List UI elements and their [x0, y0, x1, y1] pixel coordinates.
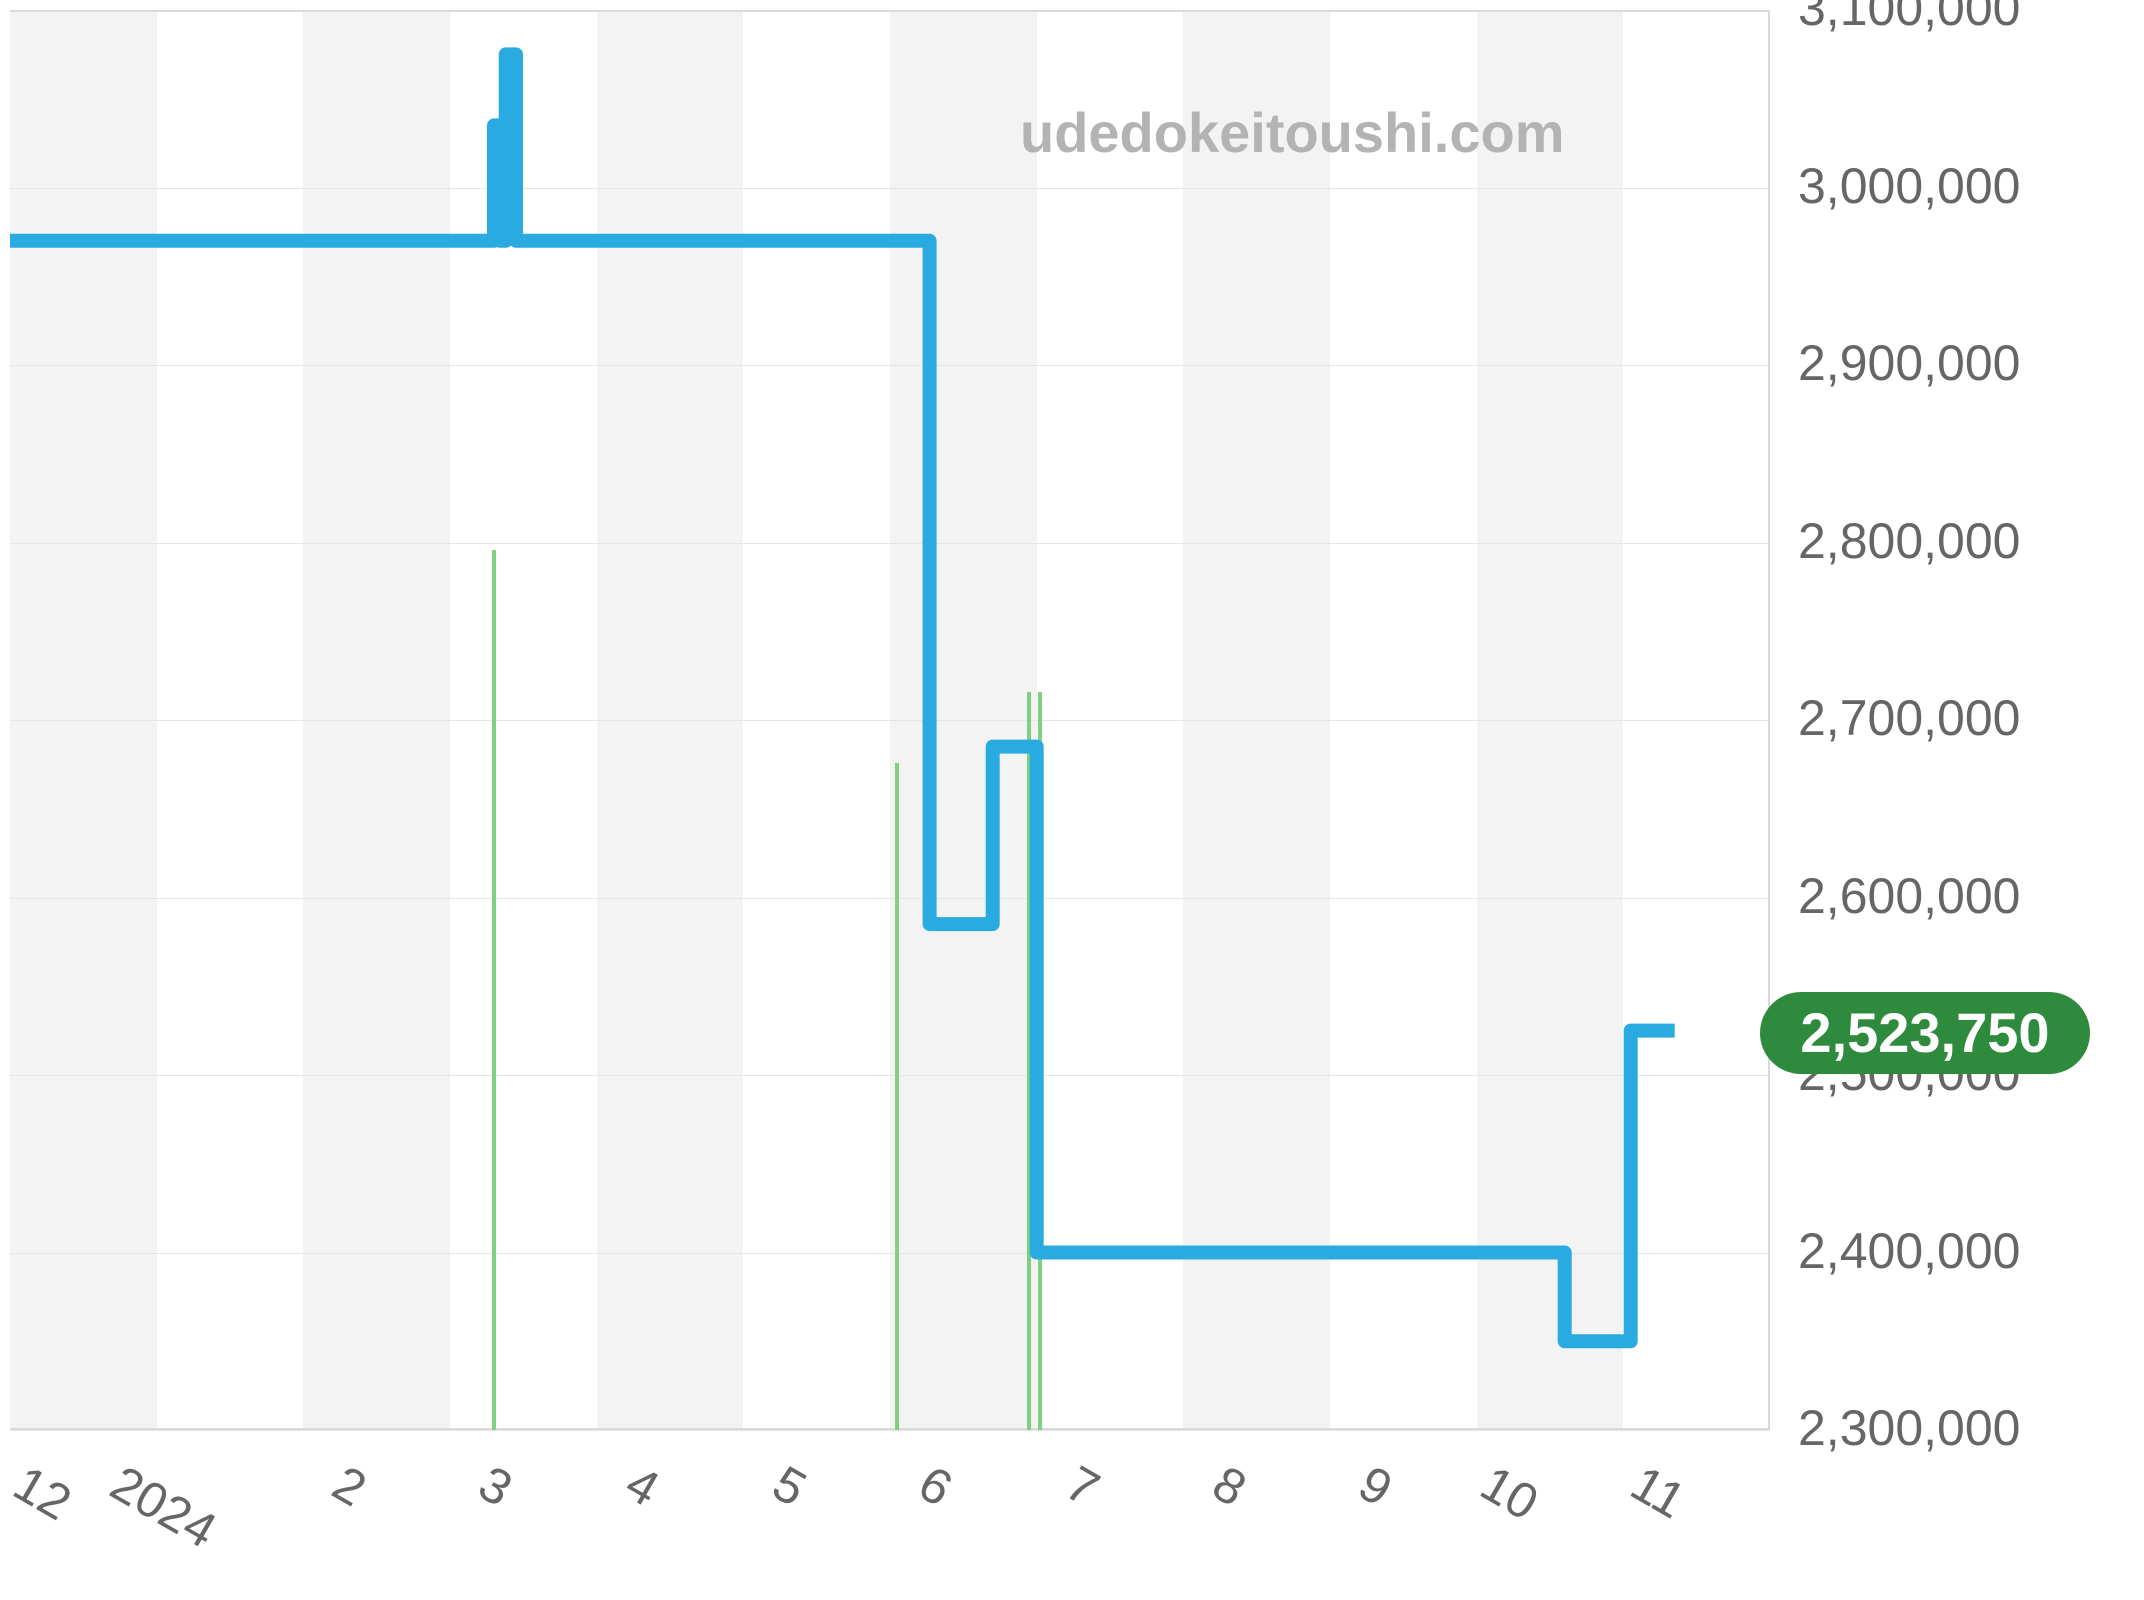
x-tick-label: 3 — [469, 1454, 522, 1518]
x-tick-label: 6 — [909, 1454, 962, 1518]
gridline — [10, 1430, 1770, 1431]
current-value-badge: 2,523,750 — [1760, 992, 2090, 1074]
y-tick-label: 2,300,000 — [1798, 1399, 2020, 1457]
y-tick-label: 2,600,000 — [1798, 867, 2020, 925]
x-tick-label: 5 — [763, 1454, 816, 1518]
y-tick-label: 3,000,000 — [1798, 157, 2020, 215]
x-tick-label: 11 — [1621, 1454, 1695, 1530]
y-tick-label: 2,900,000 — [1798, 334, 2020, 392]
y-tick-label: 2,700,000 — [1798, 689, 2020, 747]
x-tick-label: 9 — [1349, 1454, 1402, 1518]
price-chart: 2,300,0002,400,0002,500,0002,600,0002,70… — [0, 0, 2144, 1600]
x-tick-label: 10 — [1471, 1454, 1548, 1532]
y-tick-label: 2,800,000 — [1798, 512, 2020, 570]
x-tick-label: 2024 — [101, 1454, 226, 1560]
x-tick-label: 4 — [616, 1454, 669, 1518]
x-tick-label: 2 — [323, 1454, 376, 1518]
y-tick-label: 2,400,000 — [1798, 1222, 2020, 1280]
current-value-text: 2,523,750 — [1800, 1000, 2049, 1065]
plot-area — [10, 10, 1770, 1430]
x-tick-label: 7 — [1056, 1454, 1109, 1518]
x-tick-label: 12 — [4, 1454, 81, 1532]
price-line — [10, 10, 1770, 1430]
y-tick-label: 3,100,000 — [1798, 0, 2020, 37]
x-tick-label: 8 — [1203, 1454, 1256, 1518]
watermark: udedokeitoushi.com — [1020, 100, 1565, 165]
